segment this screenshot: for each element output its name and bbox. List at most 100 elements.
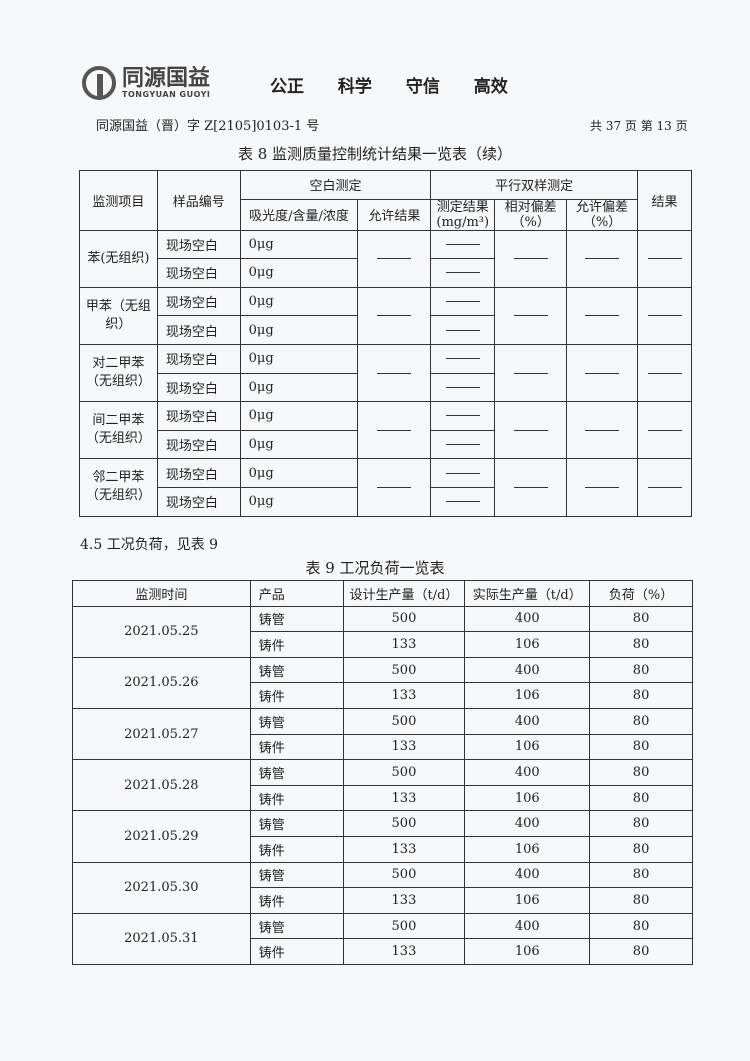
header-cell: 负荷（%） xyxy=(589,580,693,607)
data-cell: 106 xyxy=(464,733,591,761)
data-cell: 铸件 xyxy=(249,938,344,965)
item-cell: 甲苯（无组织） xyxy=(79,286,158,345)
dash-placeholder xyxy=(445,386,480,388)
dash-placeholder xyxy=(445,472,480,474)
dash-placeholder xyxy=(513,486,548,488)
result-cell xyxy=(637,286,692,345)
header-cell: 设计生产量（t/d） xyxy=(342,580,466,607)
measured-cell xyxy=(430,429,496,460)
dash-placeholder xyxy=(445,444,480,446)
data-cell: 铸管 xyxy=(249,810,344,837)
measured-cell xyxy=(430,315,496,345)
dash-placeholder xyxy=(445,272,480,274)
measured-cell xyxy=(430,229,496,260)
data-cell: 400 xyxy=(464,861,591,889)
dash-placeholder xyxy=(377,258,412,260)
header-measured: 测定结果(mg/m³) xyxy=(430,198,496,231)
data-cell: 铸管 xyxy=(249,707,344,735)
measured-cell xyxy=(430,401,496,431)
header-parallel: 平行双样测定 xyxy=(430,170,638,200)
header-cell: 实际生产量（t/d） xyxy=(464,580,591,607)
table-row: 邻二甲苯（无组织） 现场空白 0μg xyxy=(79,458,692,517)
dash-placeholder xyxy=(647,372,682,374)
measured-cell xyxy=(430,343,496,374)
value-cell: 0μg xyxy=(239,458,359,488)
table-row: 铸件 133 106 80 xyxy=(73,733,693,761)
rel-dev-cell xyxy=(494,401,568,460)
data-cell: 铸件 xyxy=(249,835,344,863)
sample-cell: 现场空白 xyxy=(156,458,241,488)
value-cell: 0μg xyxy=(239,315,359,345)
measured-cell xyxy=(430,286,496,317)
dash-placeholder xyxy=(585,372,620,374)
rel-dev-cell xyxy=(494,286,568,345)
dash-placeholder xyxy=(647,315,682,317)
data-cell: 80 xyxy=(589,887,693,914)
data-cell: 133 xyxy=(342,835,466,863)
dash-placeholder xyxy=(513,258,548,260)
date-cell: 2021.05.27 xyxy=(72,707,251,761)
rel-dev-cell xyxy=(494,229,568,288)
data-cell: 133 xyxy=(342,631,466,658)
header-allowed-result: 允许结果 xyxy=(357,198,432,231)
data-cell: 106 xyxy=(464,631,591,658)
table-row: 铸件 133 106 80 xyxy=(73,682,693,709)
table-row: 2021.05.28 铸管 500 400 80 xyxy=(72,759,693,812)
section-heading: 4.5 工况负荷，见表 9 xyxy=(80,537,219,553)
table-row: 间二甲苯（无组织） 现场空白 0μg xyxy=(79,401,692,460)
sample-cell: 现场空白 xyxy=(156,372,241,403)
value-cell: 0μg xyxy=(239,486,359,517)
result-cell xyxy=(637,458,692,517)
data-cell: 400 xyxy=(464,605,591,633)
data-cell: 106 xyxy=(464,784,591,812)
date-cell: 2021.05.30 xyxy=(72,861,251,914)
data-cell: 500 xyxy=(342,912,466,940)
dash-placeholder xyxy=(377,429,412,431)
data-cell: 500 xyxy=(342,707,466,735)
allowed-dev-cell xyxy=(566,458,638,517)
data-cell: 500 xyxy=(342,810,466,837)
data-cell: 80 xyxy=(589,810,693,837)
dash-placeholder xyxy=(585,486,620,488)
data-cell: 铸件 xyxy=(249,682,344,709)
table-row: 现场空白 0μg xyxy=(80,372,692,403)
company-logo: 同源国益 TONGYUAN GUOYI xyxy=(82,66,210,100)
data-cell: 80 xyxy=(589,707,693,735)
value-cell: 0μg xyxy=(239,229,359,260)
table-row: 铸件 133 106 80 xyxy=(73,938,693,965)
brand-name-en: TONGYUAN GUOYI xyxy=(122,89,211,99)
item-cell: 对二甲苯（无组织） xyxy=(79,343,158,403)
data-cell: 133 xyxy=(342,682,466,709)
table-row: 现场空白 0μg xyxy=(80,486,692,517)
date-cell: 2021.05.31 xyxy=(72,912,251,965)
table-row: 2021.05.27 铸管 500 400 80 xyxy=(72,707,693,761)
measured-cell xyxy=(430,458,496,488)
table-row: 2021.05.29 铸管 500 400 80 xyxy=(72,810,693,863)
sample-cell: 现场空白 xyxy=(156,229,241,260)
dash-placeholder xyxy=(647,486,682,488)
data-cell: 铸管 xyxy=(249,605,344,633)
data-cell: 106 xyxy=(464,887,591,914)
data-cell: 80 xyxy=(589,759,693,786)
table-row: 铸件 133 106 80 xyxy=(73,835,693,863)
table8: 监测项目 样品编号 空白测定 平行双样测定 结果 吸光度/含量/浓度 允许结果 测定结果(m… xyxy=(79,170,692,517)
data-cell: 铸管 xyxy=(249,912,344,940)
allowed-dev-cell xyxy=(566,343,638,403)
allowed-cell xyxy=(357,286,432,345)
data-cell: 133 xyxy=(342,784,466,812)
header-item: 监测项目 xyxy=(79,170,158,231)
dash-placeholder xyxy=(377,486,412,488)
page-count: 共 37 页 第 13 页 xyxy=(590,119,688,133)
table9-title: 表 9 工况负荷一览表 xyxy=(305,559,445,577)
header-rel-dev: 相对偏差（%） xyxy=(494,198,568,231)
document-number: 同源国益（晋）字 Z[2105]0103-1 号 xyxy=(96,119,320,134)
data-cell: 铸管 xyxy=(249,656,344,684)
data-cell: 400 xyxy=(464,656,591,684)
value-cell: 0μg xyxy=(239,258,359,288)
measured-cell xyxy=(430,372,496,403)
data-cell: 106 xyxy=(464,835,591,863)
data-cell: 80 xyxy=(589,733,693,761)
dash-placeholder xyxy=(585,429,620,431)
table-row: 苯(无组织) 现场空白 0μg xyxy=(79,229,692,288)
data-cell: 133 xyxy=(342,733,466,761)
